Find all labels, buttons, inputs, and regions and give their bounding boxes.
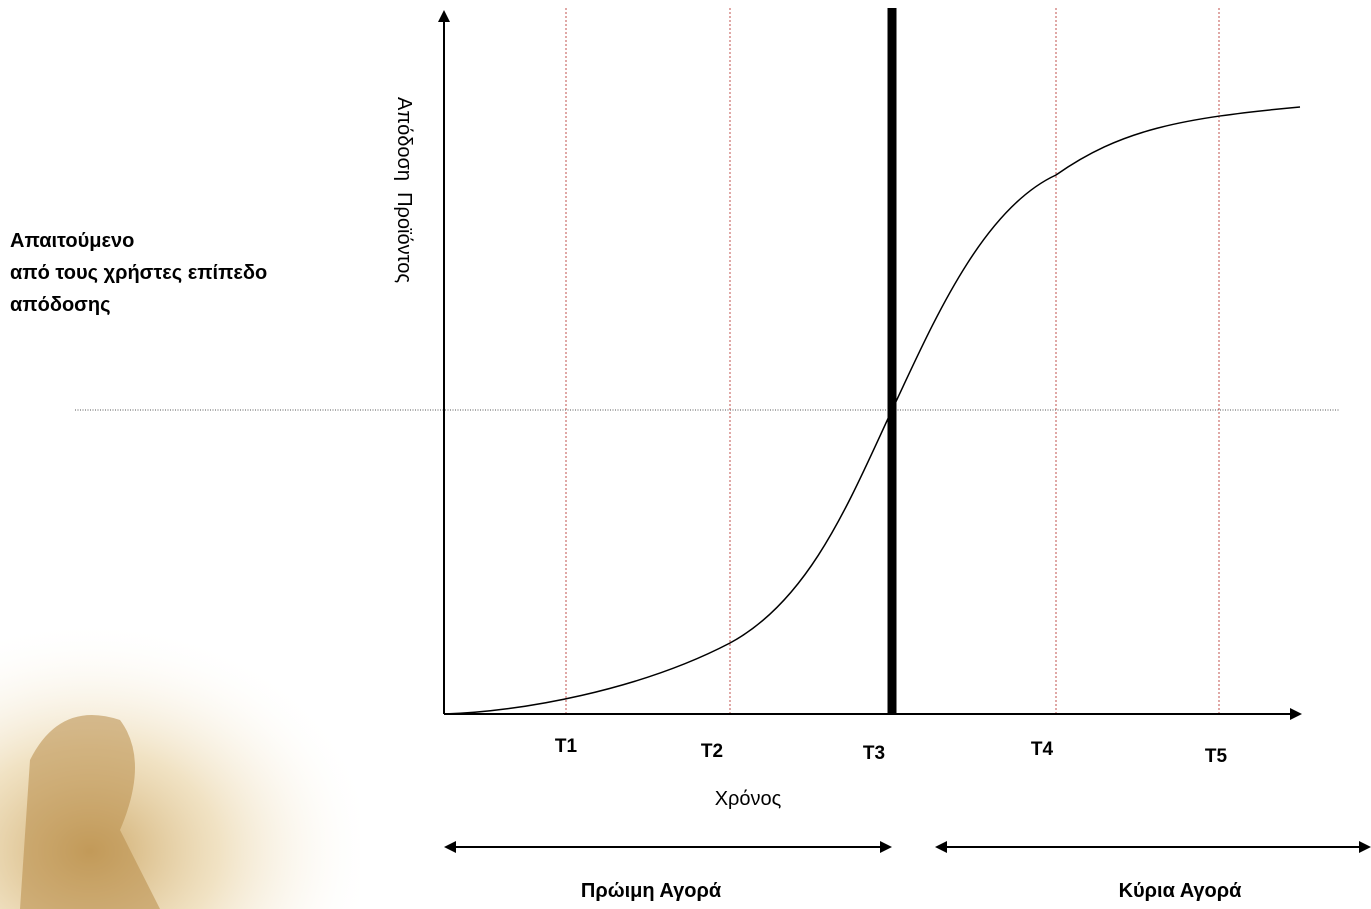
time-label: T2 <box>701 741 723 762</box>
early-market-label: Πρώιμη Αγορά <box>581 880 722 902</box>
time-label: T4 <box>1031 739 1054 760</box>
main-market-label: Κύρια Αγορά <box>1119 880 1243 902</box>
y-axis-label: Απόδοση Προϊόντος <box>393 97 415 283</box>
required-level-text: από τους χρήστες επίπεδο <box>10 262 267 284</box>
page: Απαιτούμενο από τους χρήστες επίπεδο από… <box>0 0 1371 909</box>
x-axis-label: Χρόνος <box>715 788 782 810</box>
diagram: Απαιτούμενο από τους χρήστες επίπεδο από… <box>0 0 1371 909</box>
time-label: T1 <box>555 736 578 757</box>
time-label: T3 <box>863 743 885 764</box>
required-level-text: απόδοσης <box>10 294 110 316</box>
required-level-text: Απαιτούμενο <box>10 230 134 252</box>
s-curve <box>444 107 1300 714</box>
time-label: T5 <box>1205 746 1228 767</box>
